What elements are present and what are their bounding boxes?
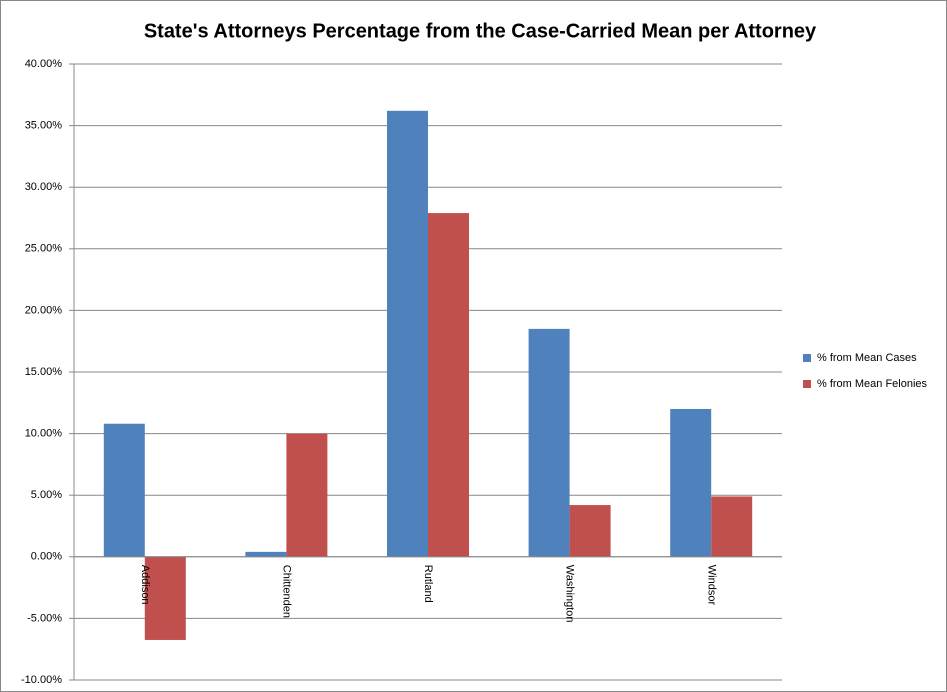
x-tick-label: Rutland [422,565,434,603]
y-tick-label: -5.00% [27,612,62,624]
bar [144,556,186,640]
x-tick-label: Washington [564,565,576,623]
legend-label: % from Mean Cases [817,352,917,364]
y-tick-label: 25.00% [25,243,63,255]
y-tick-label: 15.00% [25,366,63,378]
bar [103,423,145,557]
legend-swatch [803,354,811,362]
x-tick-label: Windsor [705,565,717,606]
y-tick-label: 20.00% [25,304,63,316]
bar [245,551,287,557]
legend-label: % from Mean Felonies [817,378,928,390]
bar [528,328,570,557]
y-tick-label: 5.00% [31,489,62,501]
y-tick-label: 30.00% [25,181,63,193]
y-tick-label: 10.00% [25,428,63,440]
x-tick-label: Addison [139,565,151,605]
y-tick-label: 40.00% [25,58,63,70]
chart-title: State's Attorneys Percentage from the Ca… [144,20,817,42]
bar [286,433,328,557]
y-tick-label: 35.00% [25,120,63,132]
y-tick-label: -10.00% [21,674,62,686]
bar [569,505,611,557]
bar [711,496,753,557]
legend-swatch [803,380,811,388]
bar [670,408,712,557]
y-tick-label: 0.00% [31,551,62,563]
x-tick-label: Chittenden [280,565,292,618]
bar [387,110,428,557]
bar [428,213,469,557]
